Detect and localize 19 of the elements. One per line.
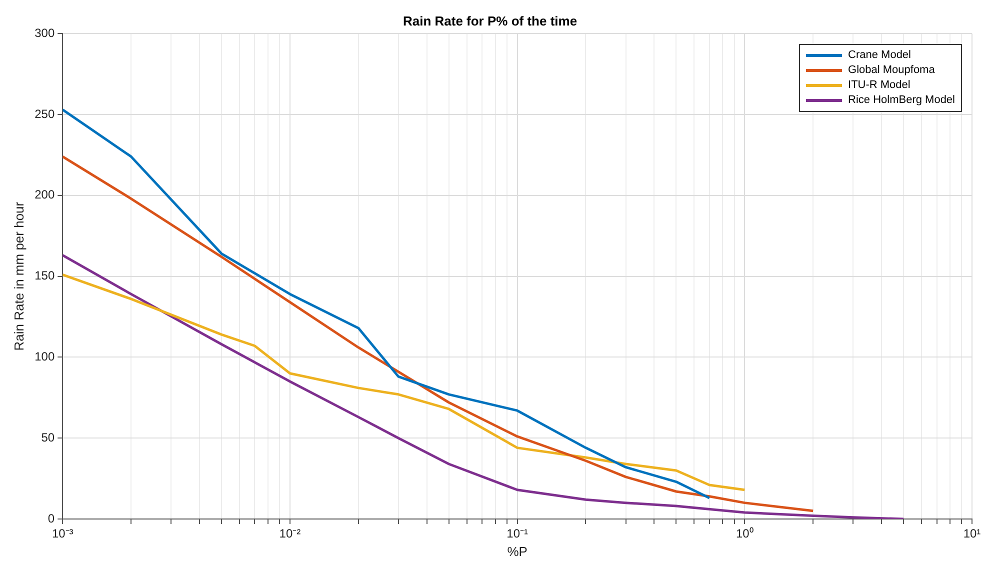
y-tick-label: 50 <box>41 430 55 444</box>
y-tick-label: 100 <box>34 350 55 364</box>
legend-label: Rice HolmBerg Model <box>848 92 955 108</box>
y-tick-label: 0 <box>48 511 55 526</box>
y-axis-title: Rain Rate in mm per hour <box>11 201 26 351</box>
legend-label: Global Moupfoma <box>848 62 935 78</box>
legend-label: Crane Model <box>848 48 911 63</box>
chart-title: Rain Rate for P% of the time <box>402 13 578 28</box>
y-tick-label: 200 <box>34 188 55 202</box>
x-tick-label: 10⁻¹ <box>506 526 528 541</box>
y-tick-label: 150 <box>34 268 55 283</box>
y-tick-label: 250 <box>34 106 55 121</box>
x-tick-label: 10⁻³ <box>52 526 74 541</box>
x-tick-label: 10⁻² <box>279 526 301 541</box>
legend-label: ITU-R Model <box>848 78 910 93</box>
x-axis-title: %P <box>507 544 528 559</box>
x-tick-label: 10⁰ <box>736 526 754 541</box>
y-tick-label: 300 <box>34 26 55 40</box>
x-tick-label: 10¹ <box>963 526 981 541</box>
